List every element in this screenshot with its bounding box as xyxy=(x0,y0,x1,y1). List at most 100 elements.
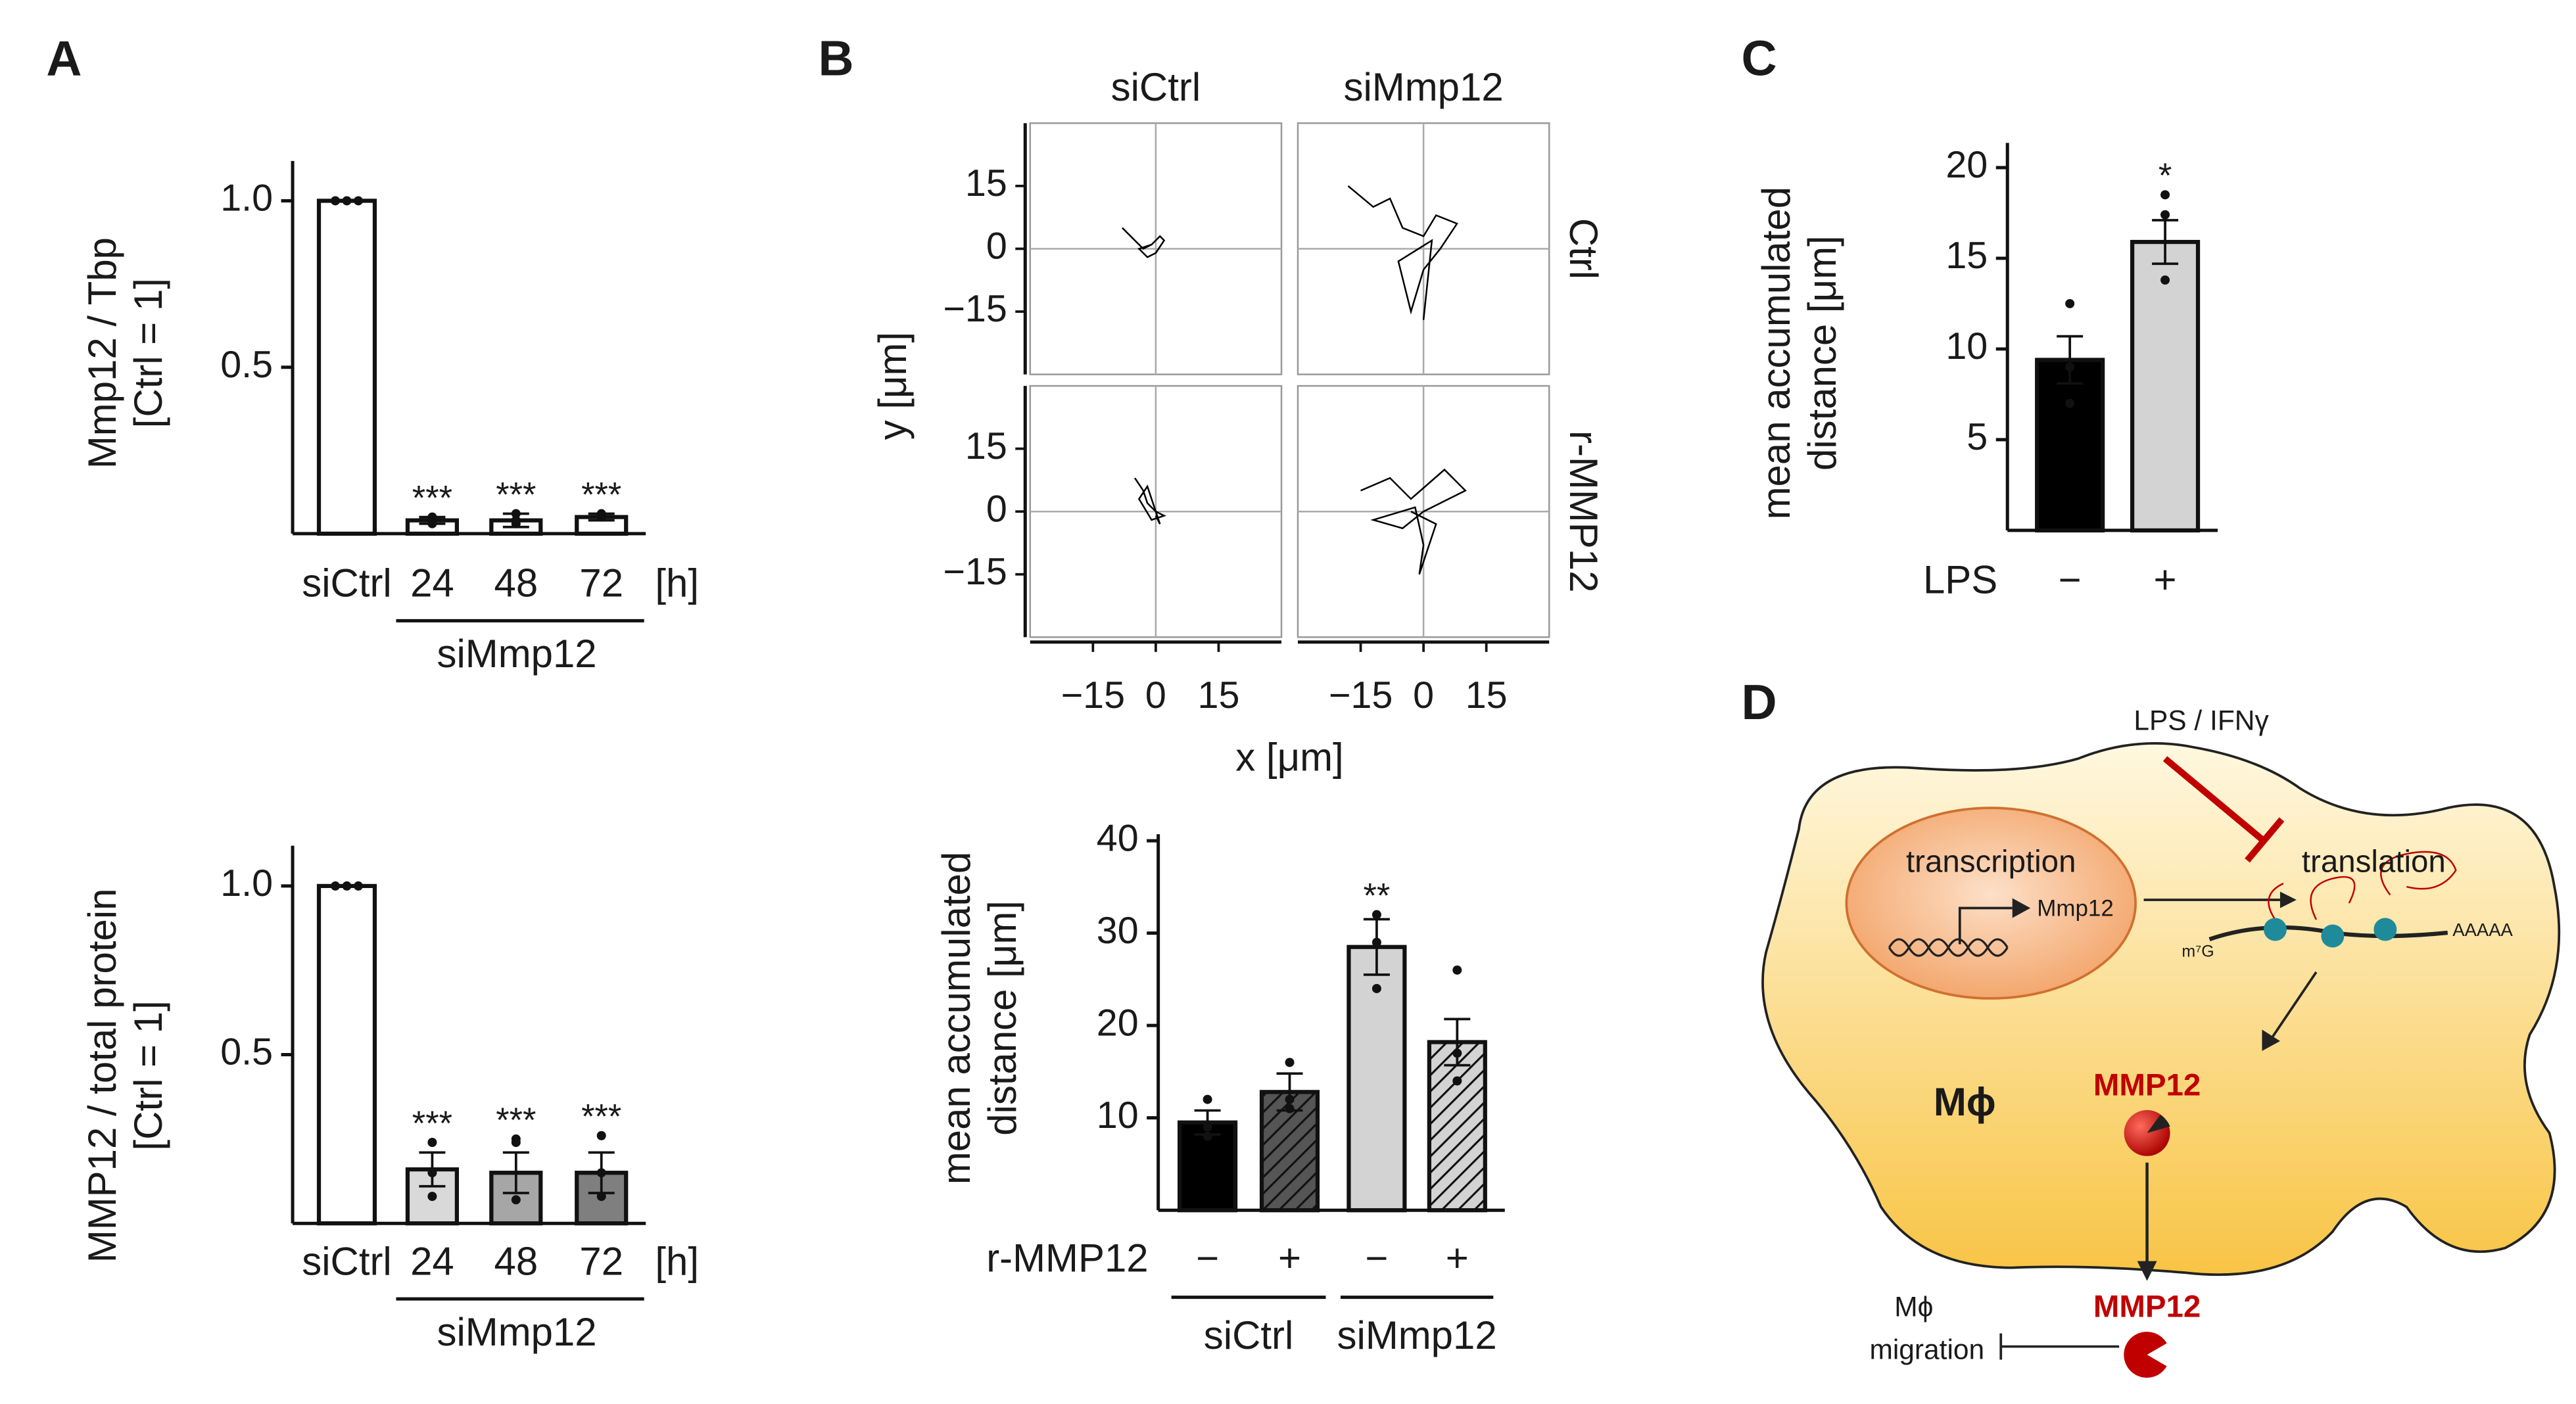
cell-label: Mϕ xyxy=(1934,1080,1996,1124)
y-tick-label: 1.0 xyxy=(220,862,273,904)
x-tick-label: 48 xyxy=(494,1239,538,1283)
data-point xyxy=(353,196,363,206)
track xyxy=(1347,185,1458,320)
y-tick-label: 0 xyxy=(986,225,1007,268)
panel-label: C xyxy=(1742,31,1777,86)
y-tick-label: 15 xyxy=(1945,235,1988,277)
y-tick-label: 15 xyxy=(965,162,1007,204)
data-point xyxy=(1371,937,1381,947)
active-site xyxy=(2147,1115,2170,1133)
data-point xyxy=(1452,1076,1462,1086)
bar xyxy=(2130,239,2201,533)
y-tick-label: −15 xyxy=(943,288,1007,330)
mmp12-protein xyxy=(2124,1110,2170,1156)
nucleus-label: transcription xyxy=(1906,845,2076,879)
inhibit-bar xyxy=(2245,817,2285,863)
outcome-label: migration xyxy=(1869,1334,1984,1365)
data-point xyxy=(427,1138,437,1148)
ribosome xyxy=(2263,918,2287,941)
cap-label: m⁷G xyxy=(2182,943,2214,961)
x-tick-label: 72 xyxy=(579,1239,623,1283)
data-point xyxy=(1452,965,1462,975)
significance: * xyxy=(2159,157,2172,195)
x-tick-label: 24 xyxy=(410,1239,454,1283)
arrowhead xyxy=(2012,898,2031,918)
x-tick-label: − xyxy=(1196,1236,1219,1280)
ribosome xyxy=(2373,918,2397,941)
group-label: siMmp12 xyxy=(1337,1313,1497,1357)
bar xyxy=(1259,1090,1320,1213)
significance: *** xyxy=(496,1102,536,1140)
track xyxy=(1133,477,1166,525)
y-axis-label: [Ctrl = 1] xyxy=(126,1000,170,1150)
dna xyxy=(1888,938,2009,957)
x-tick-label: 0 xyxy=(1413,674,1434,716)
y-axis-label: mean accumulated xyxy=(1754,187,1798,519)
data-point xyxy=(2160,275,2170,285)
y-axis-label: y [μm] xyxy=(871,332,915,440)
y-axis-label: distance [μm] xyxy=(1800,235,1844,471)
y-axis-label: distance [μm] xyxy=(980,901,1024,1136)
x-tick-label: 15 xyxy=(1198,674,1240,716)
y-axis-label: Mmp12 / Tbp xyxy=(80,237,124,469)
x-tick-label: 15 xyxy=(1466,674,1508,716)
group-label: siMmp12 xyxy=(437,1310,596,1354)
peptide xyxy=(2268,851,2457,920)
data-point xyxy=(427,515,437,525)
arrowhead xyxy=(2137,1261,2157,1281)
x-tick-label: siCtrl xyxy=(302,1239,391,1283)
outcome-label: Mϕ xyxy=(1894,1291,1933,1322)
y-tick-label: 10 xyxy=(1097,1094,1139,1136)
data-point xyxy=(511,509,521,519)
y-tick-label: 0 xyxy=(986,488,1007,530)
data-point xyxy=(331,881,341,891)
x-tick-label: −15 xyxy=(1329,674,1393,716)
y-tick-label: 30 xyxy=(1097,910,1139,952)
y-axis-label: MMP12 / total protein xyxy=(80,889,124,1263)
panel-label: B xyxy=(819,31,854,86)
x-axis-label: LPS xyxy=(1923,558,1997,602)
y-tick-label: 20 xyxy=(1097,1002,1139,1044)
x-tick-label: + xyxy=(2154,558,2177,602)
gene-label: Mmp12 xyxy=(2037,895,2114,921)
bar xyxy=(1427,1040,1487,1213)
x-tick-label: + xyxy=(1278,1236,1301,1280)
x-unit: [h] xyxy=(655,561,699,605)
data-point xyxy=(427,1168,437,1178)
protein-label: MMP12 xyxy=(2093,1067,2201,1102)
data-point xyxy=(1452,1048,1462,1058)
group-label: siCtrl xyxy=(1204,1313,1294,1357)
data-point xyxy=(1285,1058,1295,1067)
track xyxy=(1122,227,1166,258)
data-point xyxy=(1203,1131,1212,1141)
cell xyxy=(1761,742,2561,1276)
error-bar xyxy=(502,1151,529,1194)
data-point xyxy=(331,196,341,206)
stimulus: LPS / IFNγ xyxy=(2134,705,2269,736)
x-tick-label: 0 xyxy=(1145,674,1166,716)
track xyxy=(1360,468,1467,575)
data-point xyxy=(1285,1094,1295,1104)
x-tick-label: + xyxy=(1446,1236,1469,1280)
diagram: LPS / IFNγ transcription Mmp12 translati… xyxy=(1761,705,2561,1378)
y-tick-label: 5 xyxy=(1967,416,1988,458)
data-point xyxy=(2065,398,2075,408)
panel-label: A xyxy=(46,31,82,86)
arrowhead xyxy=(2262,1029,2280,1051)
x-tick-label: siCtrl xyxy=(302,561,391,605)
data-point xyxy=(596,1192,606,1202)
row-title: Ctrl xyxy=(1562,218,1606,279)
arrowhead xyxy=(2279,891,2297,908)
secreted-label: MMP12 xyxy=(2093,1290,2201,1324)
arrow xyxy=(2270,971,2318,1039)
bar xyxy=(2035,358,2105,533)
inhibit-line xyxy=(2162,756,2266,843)
mmp12-secreted xyxy=(2124,1332,2167,1378)
data-point xyxy=(1285,1104,1295,1113)
data-point xyxy=(511,1195,521,1205)
translation-label: translation xyxy=(2302,845,2446,879)
data-point xyxy=(2160,210,2170,220)
y-tick-label: 40 xyxy=(1097,817,1139,859)
